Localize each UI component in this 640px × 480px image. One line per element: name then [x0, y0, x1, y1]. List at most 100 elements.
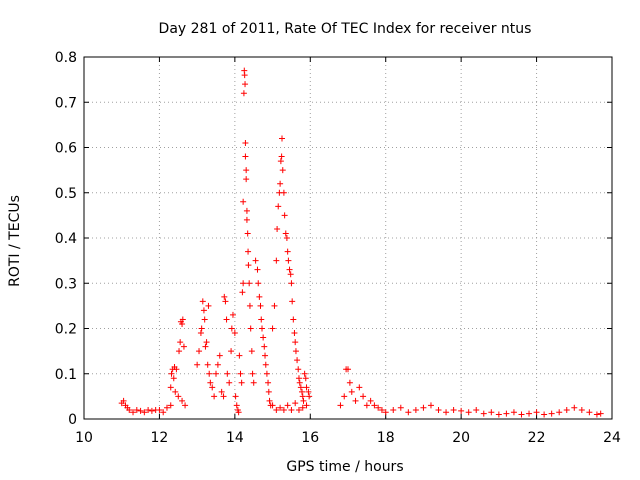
data-point [277, 180, 284, 187]
data-point [214, 361, 221, 368]
data-point [200, 307, 207, 314]
data-point [259, 325, 266, 332]
data-point [226, 379, 233, 386]
data-point [213, 370, 219, 377]
data-point [196, 348, 203, 355]
data-point [375, 404, 382, 411]
plot-frame [83, 56, 613, 420]
data-point [279, 167, 286, 174]
data-point [298, 388, 305, 395]
data-point [145, 406, 152, 413]
data-point [224, 370, 231, 377]
data-point [593, 411, 600, 418]
data-point [202, 343, 209, 350]
data-point [160, 409, 167, 416]
data-point [263, 370, 270, 377]
data-point [305, 388, 312, 395]
data-point [243, 176, 250, 183]
data-point [450, 406, 457, 413]
data-point [242, 81, 249, 88]
data-point [168, 370, 175, 377]
data-points [118, 67, 604, 418]
data-point [301, 370, 308, 377]
data-point [148, 407, 155, 414]
data-point [246, 280, 253, 287]
data-point [167, 384, 174, 391]
data-point [518, 411, 525, 418]
data-point [480, 410, 487, 417]
data-point [228, 325, 235, 332]
data-point [167, 402, 174, 409]
data-point [458, 407, 465, 414]
y-tick-label: 0.7 [55, 95, 77, 111]
data-point [246, 302, 253, 309]
data-point [130, 409, 137, 416]
y-tick-label: 0.3 [55, 276, 77, 292]
data-point [510, 409, 517, 416]
data-point [237, 370, 244, 377]
data-point [292, 339, 299, 346]
y-tick-label: 0.5 [55, 186, 77, 202]
data-point [297, 384, 304, 391]
data-point [260, 334, 267, 341]
data-point [218, 388, 225, 395]
y-ticks: 0 0.1 0.2 0.3 0.4 0.5 0.6 0.7 0.8 [55, 50, 612, 428]
data-point [284, 402, 291, 409]
data-point [443, 409, 450, 416]
data-point [173, 366, 180, 373]
data-point [199, 298, 206, 305]
y-tick-label: 0.4 [55, 231, 77, 247]
data-point [265, 379, 272, 386]
data-point [220, 393, 227, 400]
data-point [533, 409, 540, 416]
data-point [236, 352, 243, 359]
data-point [287, 271, 294, 278]
x-ticks: 10 12 14 16 18 20 22 24 [75, 57, 621, 446]
data-point [244, 230, 251, 237]
data-point [257, 302, 264, 309]
data-point [371, 402, 378, 409]
data-point [586, 409, 593, 416]
data-point [271, 302, 278, 309]
data-point [337, 402, 344, 409]
data-point [352, 397, 359, 404]
data-point [205, 302, 212, 309]
data-point [282, 230, 289, 237]
data-point [248, 348, 255, 355]
data-point [473, 406, 480, 413]
data-point [288, 406, 295, 413]
data-point [299, 404, 306, 411]
data-point [243, 167, 250, 174]
data-point [243, 207, 250, 214]
data-point [345, 366, 351, 373]
data-point [420, 404, 427, 411]
data-point [207, 379, 214, 386]
data-point [235, 409, 242, 416]
data-point [255, 280, 262, 287]
data-point [291, 330, 298, 337]
data-point [273, 257, 280, 264]
data-point [275, 203, 282, 210]
y-tick-label: 0.8 [55, 50, 77, 66]
data-point [245, 248, 252, 255]
data-point [233, 402, 240, 409]
data-point [288, 280, 295, 287]
data-point [197, 330, 204, 337]
data-point [182, 402, 189, 409]
data-point [279, 135, 285, 142]
data-point [341, 393, 348, 400]
x-tick-label: 10 [75, 430, 93, 446]
data-point [256, 293, 263, 300]
data-point [229, 311, 236, 318]
data-point [541, 411, 548, 418]
data-point [295, 406, 302, 413]
data-point [465, 409, 472, 416]
data-point [281, 212, 288, 219]
data-point [306, 393, 313, 400]
data-point [367, 397, 374, 404]
x-tick-label: 22 [528, 430, 546, 446]
data-point [223, 316, 230, 323]
data-point [198, 325, 205, 332]
data-point [241, 72, 248, 79]
